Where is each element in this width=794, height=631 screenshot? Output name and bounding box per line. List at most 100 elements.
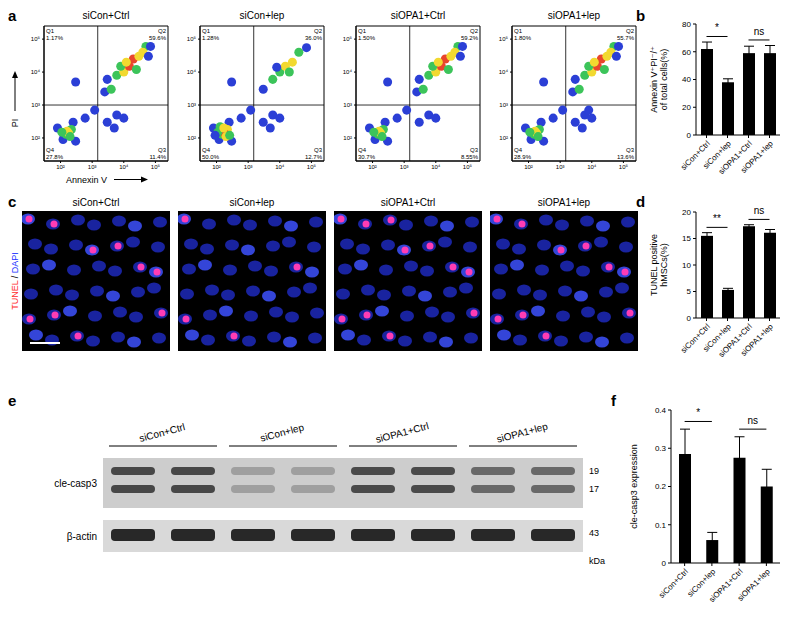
svg-text:siCon+Ctrl: siCon+Ctrl [679, 322, 712, 355]
svg-text:cle-casp3 expression: cle-casp3 expression [629, 444, 639, 529]
svg-text:10⁴: 10⁴ [119, 164, 129, 170]
svg-text:Annexin V: Annexin V [66, 175, 107, 185]
svg-text:10⁴: 10⁴ [187, 69, 197, 75]
svg-text:10⁵: 10⁵ [151, 164, 161, 170]
svg-text:Q259.6%: Q259.6% [149, 28, 167, 41]
svg-text:10⁴: 10⁴ [587, 164, 597, 170]
svg-text:10²: 10² [212, 164, 221, 170]
svg-text:siOPA1+lep: siOPA1+lep [739, 322, 775, 358]
svg-text:40: 40 [682, 75, 691, 84]
svg-text:Q311.4%: Q311.4% [149, 147, 166, 160]
svg-text:10⁴: 10⁴ [431, 164, 441, 170]
svg-text:10³: 10³ [343, 102, 352, 108]
svg-text:Annexin V⁺PI⁻/⁺: Annexin V⁺PI⁻/⁺ [649, 46, 659, 113]
svg-text:10³: 10³ [400, 164, 409, 170]
svg-text:10⁴: 10⁴ [499, 69, 509, 75]
svg-text:19: 19 [589, 466, 599, 476]
svg-text:Q11.50%: Q11.50% [358, 28, 376, 41]
svg-text:0.4: 0.4 [655, 406, 667, 415]
svg-text:10²: 10² [368, 164, 377, 170]
svg-text:Q428.9%: Q428.9% [514, 147, 532, 160]
svg-text:20: 20 [682, 103, 691, 112]
svg-text:siOPA1+Ctrl: siOPA1+Ctrl [716, 322, 754, 360]
svg-text:43: 43 [589, 528, 599, 538]
svg-text:10³: 10³ [187, 102, 196, 108]
svg-text:10³: 10³ [556, 164, 565, 170]
svg-text:10²: 10² [343, 135, 352, 141]
svg-text:Q450.0%: Q450.0% [202, 147, 220, 160]
svg-text:PI: PI [10, 119, 20, 128]
svg-text:10⁵: 10⁵ [187, 36, 197, 42]
svg-text:10²: 10² [187, 135, 196, 141]
svg-text:*: * [715, 22, 719, 33]
svg-text:0.2: 0.2 [655, 482, 667, 491]
svg-text:10²: 10² [56, 164, 65, 170]
svg-text:15: 15 [682, 234, 691, 243]
html-text:siCon+Ctrl: siCon+Ctrl [82, 10, 130, 21]
svg-text:Q11.28%: Q11.28% [202, 28, 220, 41]
svg-text:siCon+Ctrl: siCon+Ctrl [679, 139, 712, 172]
svg-text:siCon+Ctrl: siCon+Ctrl [657, 567, 690, 600]
svg-text:0.3: 0.3 [655, 444, 667, 453]
svg-text:of total cells(%): of total cells(%) [659, 49, 669, 111]
svg-text:Q11.17%: Q11.17% [46, 28, 64, 41]
svg-text:*: * [696, 407, 700, 418]
svg-text:siCon+Ctrl: siCon+Ctrl [138, 421, 186, 444]
svg-text:ns: ns [754, 26, 765, 37]
svg-text:Q236.0%: Q236.0% [305, 28, 323, 41]
svg-text:siOPA1+Ctrl: siOPA1+Ctrl [707, 567, 745, 605]
svg-text:Q430.7%: Q430.7% [358, 147, 376, 160]
svg-text:0: 0 [662, 559, 667, 568]
svg-text:**: ** [713, 213, 721, 224]
svg-text:kDa: kDa [589, 556, 605, 566]
svg-text:siOPA1+Ctrl: siOPA1+Ctrl [374, 420, 430, 445]
svg-text:0.1: 0.1 [655, 521, 667, 530]
svg-text:10⁵: 10⁵ [619, 164, 629, 170]
svg-text:10⁵: 10⁵ [499, 36, 509, 42]
svg-text:10⁵: 10⁵ [343, 36, 353, 42]
svg-text:10²: 10² [524, 164, 533, 170]
svg-text:Q11.80%: Q11.80% [514, 28, 532, 41]
svg-text:10⁴: 10⁴ [31, 69, 41, 75]
svg-text:ns: ns [754, 205, 765, 216]
svg-text:siCon+lep: siCon+lep [259, 421, 305, 443]
svg-text:5: 5 [687, 287, 692, 296]
svg-text:siOPA1+lep: siOPA1+lep [736, 567, 772, 603]
svg-text:siOPA1+lep: siOPA1+lep [739, 139, 775, 175]
svg-text:siCon+lep: siCon+lep [685, 567, 718, 599]
svg-text:10⁴: 10⁴ [275, 164, 285, 170]
svg-text:Q313.6%: Q313.6% [617, 147, 635, 160]
svg-text:10²: 10² [499, 135, 508, 141]
svg-text:20: 20 [682, 208, 691, 217]
svg-text:Q255.7%: Q255.7% [617, 28, 635, 41]
svg-text:10²: 10² [31, 135, 40, 141]
svg-text:siOPA1+lep: siOPA1+lep [495, 420, 549, 444]
svg-text:80: 80 [682, 20, 691, 29]
svg-text:17: 17 [589, 484, 599, 494]
svg-text:ns: ns [747, 415, 758, 426]
svg-text:60: 60 [682, 48, 691, 57]
svg-text:10³: 10³ [88, 164, 97, 170]
svg-text:cle-casp3: cle-casp3 [54, 478, 97, 489]
svg-text:siCon+lep: siCon+lep [701, 322, 733, 354]
svg-text:Q427.8%: Q427.8% [46, 147, 64, 160]
svg-text:siOPA1+Ctrl: siOPA1+Ctrl [716, 139, 754, 177]
svg-text:10⁵: 10⁵ [31, 36, 41, 42]
svg-text:TUNEL / DAPI: TUNEL / DAPI [10, 252, 20, 310]
svg-text:10³: 10³ [244, 164, 253, 170]
svg-text:0: 0 [687, 314, 692, 323]
svg-text:TUNEL positive: TUNEL positive [649, 234, 659, 296]
svg-text:Q38.55%: Q38.55% [461, 147, 479, 160]
svg-text:siCon+lep: siCon+lep [701, 139, 733, 171]
svg-text:10⁴: 10⁴ [343, 69, 353, 75]
svg-text:10: 10 [682, 261, 691, 270]
svg-text:Q312.7%: Q312.7% [305, 147, 323, 160]
svg-text:Q259.2%: Q259.2% [461, 28, 479, 41]
svg-text:10⁵: 10⁵ [463, 164, 473, 170]
svg-text:hMSCs(%): hMSCs(%) [659, 243, 669, 287]
svg-text:10³: 10³ [499, 102, 508, 108]
svg-text:10⁵: 10⁵ [307, 164, 317, 170]
svg-text:10³: 10³ [31, 102, 40, 108]
svg-text:β-actin: β-actin [67, 531, 97, 542]
svg-text:0: 0 [687, 131, 692, 140]
